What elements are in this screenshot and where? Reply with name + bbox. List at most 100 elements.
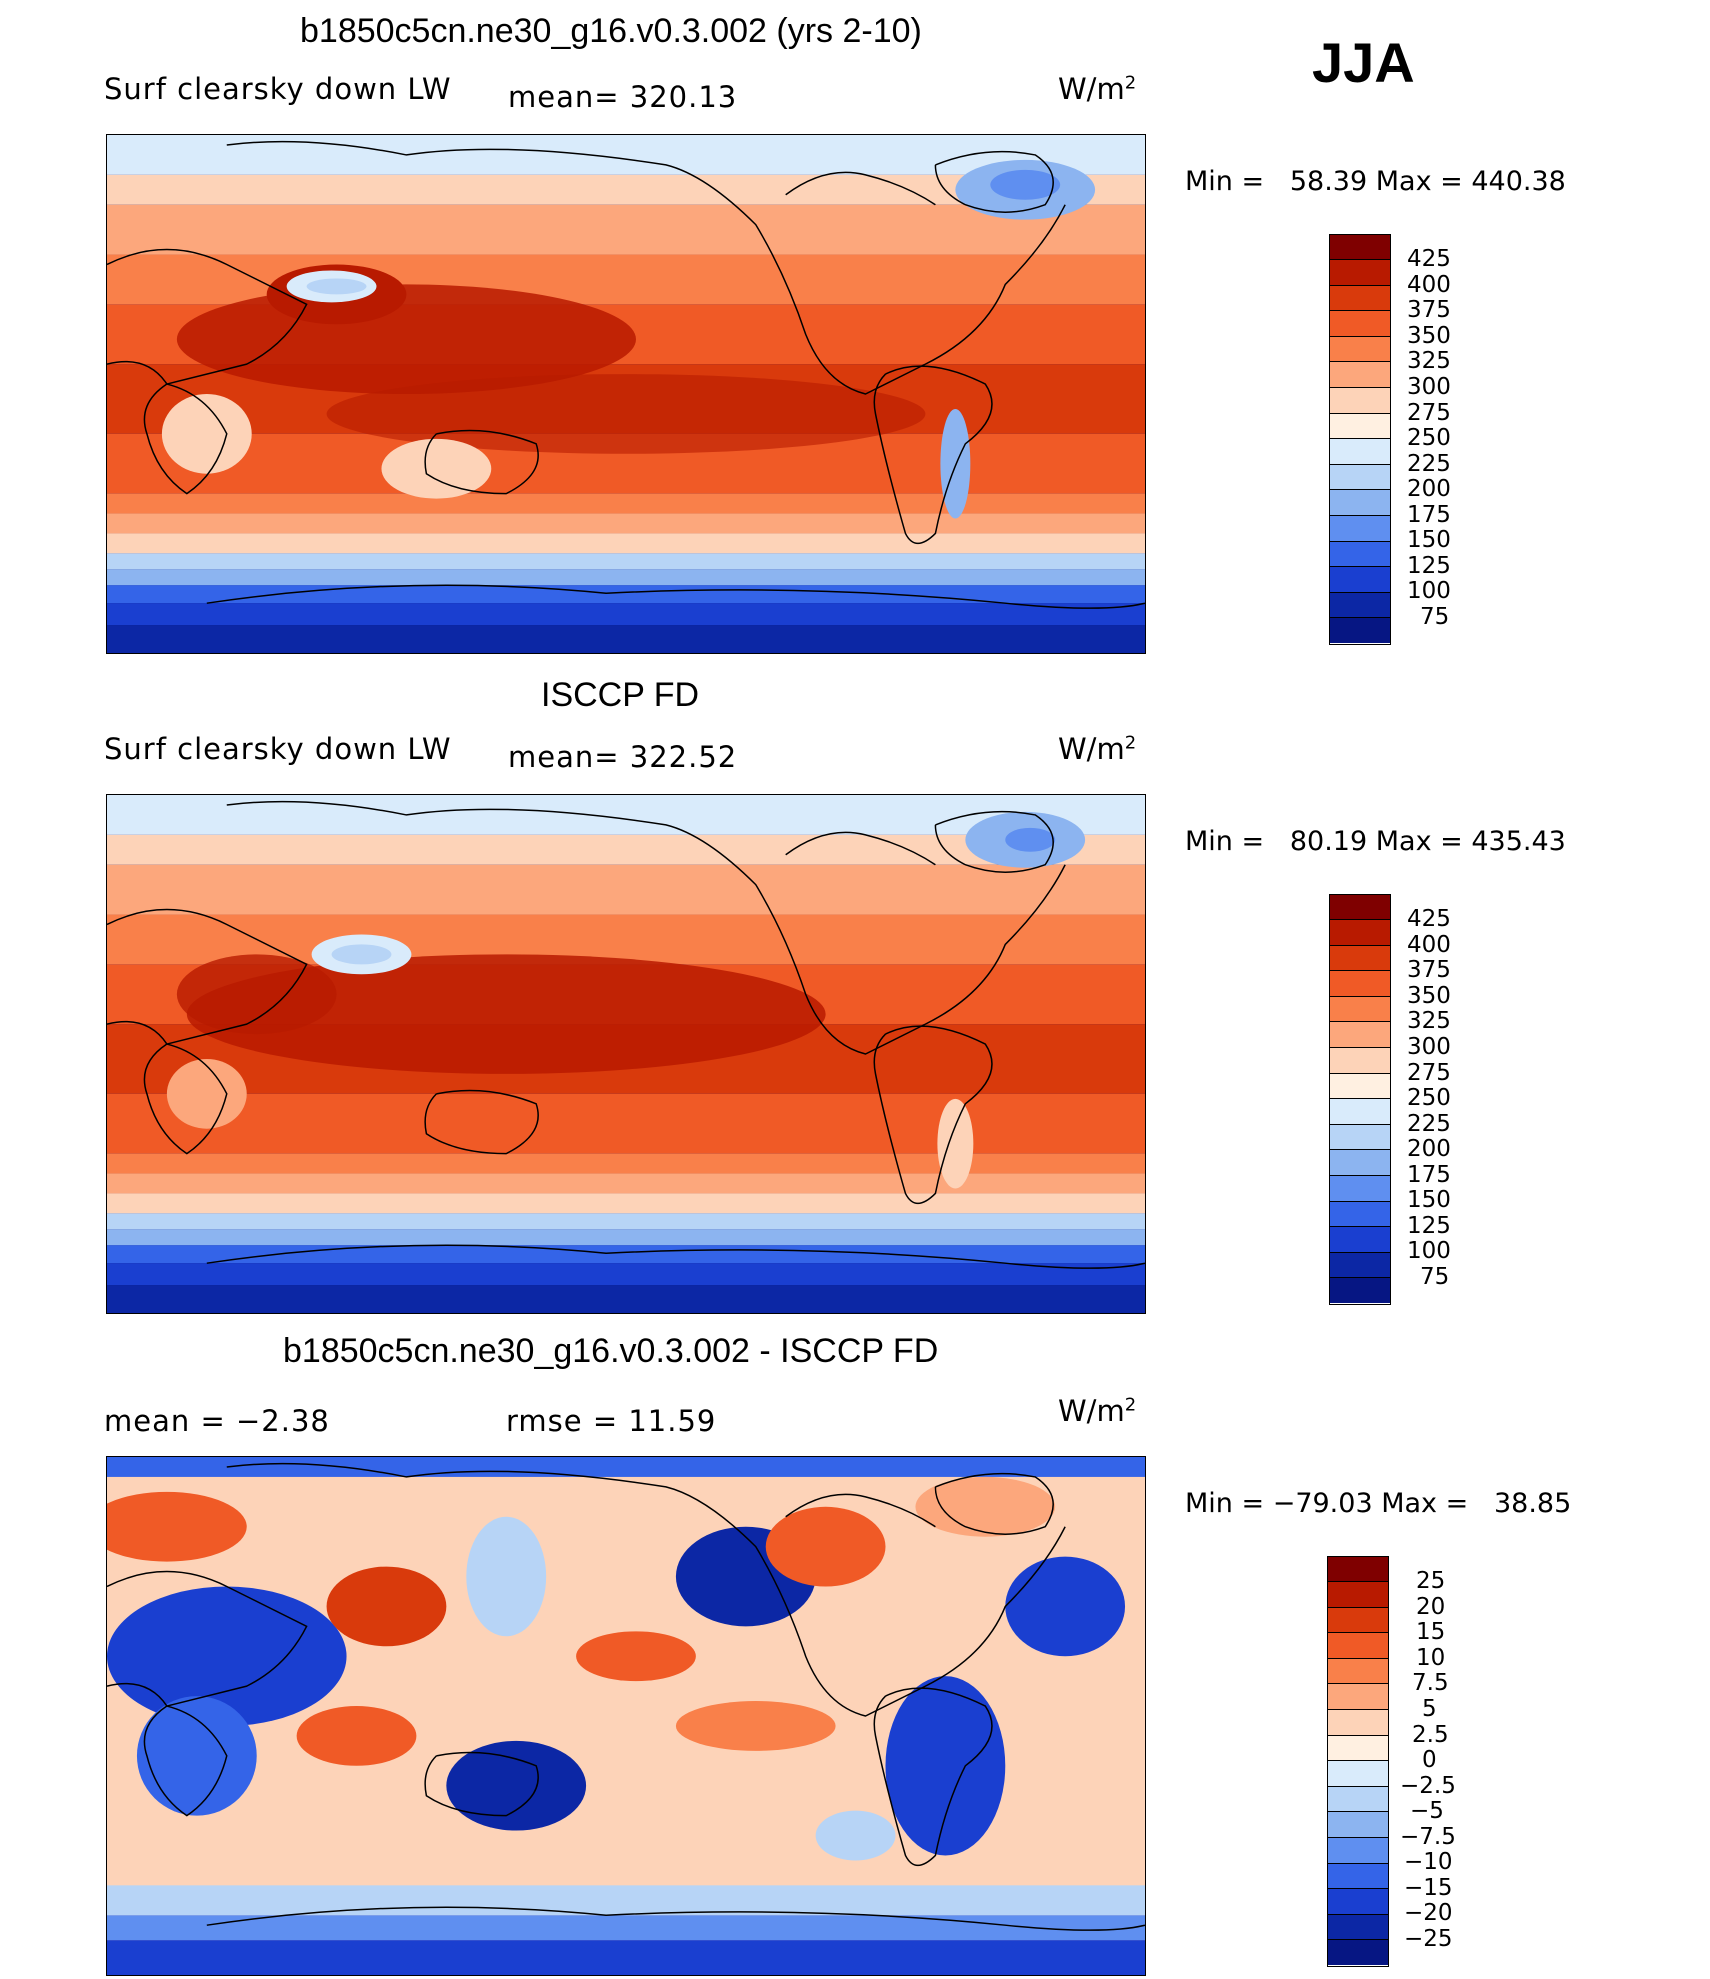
- panel1-colorbar-label: 75: [1420, 604, 1450, 630]
- panel3-colorbar-swatch: [1328, 1914, 1388, 1941]
- panel3-colorbar-swatch: [1328, 1837, 1388, 1864]
- panel2-colorbar-swatch: [1330, 1047, 1390, 1074]
- panel3-colorbar-swatch: [1328, 1607, 1388, 1634]
- panel1-colorbar-swatch: [1330, 490, 1390, 516]
- panel3-colorbar-label: −5: [1410, 1798, 1444, 1824]
- panel1-colorbar-label: 425: [1407, 246, 1451, 272]
- panel1-colorbar-label: 375: [1407, 297, 1451, 323]
- panel1-variable: Surf clearsky down LW: [104, 72, 452, 106]
- panel1-colorbar-swatch: [1330, 592, 1390, 619]
- panel2-colorbar-swatch: [1330, 1099, 1390, 1125]
- panel1-colorbar-label: 350: [1407, 323, 1451, 349]
- panel1-map-field: [107, 135, 1145, 653]
- panel1-colorbar-swatch: [1330, 567, 1390, 593]
- panel3-colorbar-label: −10: [1404, 1849, 1453, 1875]
- panel3-colorbar-label: 7.5: [1412, 1670, 1449, 1696]
- panel2-units: W/m2: [1058, 732, 1137, 766]
- panel3-colorbar-label: 15: [1416, 1619, 1446, 1645]
- panel3-colorbar-swatch: [1328, 1709, 1388, 1736]
- panel3-colorbar-label: 0: [1422, 1747, 1437, 1773]
- panel2-colorbar-label: 75: [1420, 1264, 1450, 1290]
- panel3-colorbar-swatch: [1328, 1940, 1388, 1966]
- panel2-colorbar-label: 350: [1407, 983, 1451, 1009]
- panel2-colorbar-swatch: [1330, 920, 1390, 946]
- panel2-colorbar-swatch: [1330, 1073, 1390, 1100]
- panel2-colorbar-label: 325: [1407, 1008, 1451, 1034]
- panel1-colorbar-label: 250: [1407, 425, 1451, 451]
- panel3-units: W/m2: [1058, 1394, 1137, 1428]
- panel1-minmax: Min = 58.39 Max = 440.38: [1185, 166, 1566, 197]
- panel2-minmax: Min = 80.19 Max = 435.43: [1185, 826, 1566, 857]
- panel3-colorbar-swatch: [1328, 1889, 1388, 1915]
- panel1-colorbar-swatch: [1330, 413, 1390, 440]
- panel1-colorbar-swatch: [1330, 618, 1390, 644]
- panel2-colorbar-label: 375: [1407, 957, 1451, 983]
- panel3-colorbar-label: −7.5: [1400, 1824, 1456, 1850]
- panel3-colorbar-label: 20: [1416, 1594, 1446, 1620]
- panel1-colorbar-label: 100: [1407, 578, 1451, 604]
- panel2-colorbar-swatch: [1330, 1252, 1390, 1279]
- panel1-colorbar-swatch: [1330, 285, 1390, 312]
- panel1-colorbar-label: 200: [1407, 476, 1451, 502]
- panel2-colorbar-swatch: [1330, 1150, 1390, 1176]
- panel2-colorbar-swatch: [1330, 1278, 1390, 1304]
- panel3-mean: mean = −2.38: [104, 1404, 330, 1438]
- panel1-colorbar-swatch: [1330, 311, 1390, 337]
- panel3-rmse: rmse = 11.59: [506, 1404, 717, 1438]
- panel2-colorbar-swatch: [1330, 971, 1390, 997]
- panel1-colorbar-swatch: [1330, 260, 1390, 286]
- panel3-colorbar-swatch: [1328, 1735, 1388, 1762]
- panel2-map-field: [107, 795, 1145, 1313]
- panel3-colorbar-swatch: [1328, 1786, 1388, 1813]
- panel2-mean: mean= 322.52: [508, 740, 738, 774]
- panel1-colorbar-label: 325: [1407, 348, 1451, 374]
- panel1-colorbar-swatch: [1330, 515, 1390, 542]
- panel2-colorbar-label: 125: [1407, 1213, 1451, 1239]
- panel1-colorbar-swatch: [1330, 387, 1390, 414]
- panel2-colorbar-label: 100: [1407, 1238, 1451, 1264]
- panel3-colorbar-swatch: [1328, 1658, 1388, 1685]
- panel3-colorbar-label: −2.5: [1400, 1773, 1456, 1799]
- panel3-colorbar-label: 5: [1422, 1696, 1437, 1722]
- panel3-colorbar: [1327, 1556, 1389, 1967]
- panel2-colorbar-swatch: [1330, 1227, 1390, 1253]
- panel3-map: [106, 1456, 1146, 1976]
- panel3-colorbar-swatch: [1328, 1863, 1388, 1890]
- panel3-colorbar-swatch: [1328, 1761, 1388, 1787]
- panel2-colorbar-label: 250: [1407, 1085, 1451, 1111]
- panel1-mean: mean= 320.13: [508, 80, 738, 114]
- panel3-colorbar-swatch: [1328, 1633, 1388, 1659]
- panel3-minmax: Min = −79.03 Max = 38.85: [1185, 1488, 1572, 1519]
- panel2-colorbar-swatch: [1330, 1201, 1390, 1228]
- panel3-colorbar-swatch: [1328, 1684, 1388, 1710]
- panel2-colorbar: [1329, 894, 1391, 1305]
- panel1-colorbar-label: 400: [1407, 272, 1451, 298]
- panel2-colorbar-label: 175: [1407, 1162, 1451, 1188]
- season-label: JJA: [1312, 31, 1415, 94]
- panel3-title: b1850c5cn.ne30_g16.v0.3.002 - ISCCP FD: [283, 1332, 939, 1370]
- panel1-units: W/m2: [1058, 72, 1137, 106]
- panel1-colorbar-label: 125: [1407, 553, 1451, 579]
- panel2-colorbar-swatch: [1330, 945, 1390, 972]
- panel1-colorbar-swatch: [1330, 362, 1390, 388]
- panel2-colorbar-swatch: [1330, 1022, 1390, 1048]
- panel2-colorbar-swatch: [1330, 895, 1390, 920]
- panel1-colorbar-swatch: [1330, 541, 1390, 568]
- panel2-colorbar-label: 300: [1407, 1034, 1451, 1060]
- panel1-colorbar-swatch: [1330, 336, 1390, 363]
- panel2-colorbar-label: 200: [1407, 1136, 1451, 1162]
- panel1-colorbar-swatch: [1330, 235, 1390, 260]
- panel2-map: [106, 794, 1146, 1314]
- panel2-colorbar-label: 425: [1407, 906, 1451, 932]
- panel3-colorbar-label: −20: [1404, 1900, 1453, 1926]
- panel1-colorbar-label: 175: [1407, 502, 1451, 528]
- panel1-colorbar-label: 150: [1407, 527, 1451, 553]
- panel3-colorbar-label: −15: [1404, 1875, 1453, 1901]
- panel1-title: b1850c5cn.ne30_g16.v0.3.002 (yrs 2-10): [300, 12, 922, 50]
- panel1-map: [106, 134, 1146, 654]
- panel3-map-field: [107, 1457, 1145, 1975]
- panel3-colorbar-swatch: [1328, 1812, 1388, 1838]
- panel1-colorbar: [1329, 234, 1391, 645]
- panel3-colorbar-swatch: [1328, 1557, 1388, 1582]
- panel2-colorbar-label: 150: [1407, 1187, 1451, 1213]
